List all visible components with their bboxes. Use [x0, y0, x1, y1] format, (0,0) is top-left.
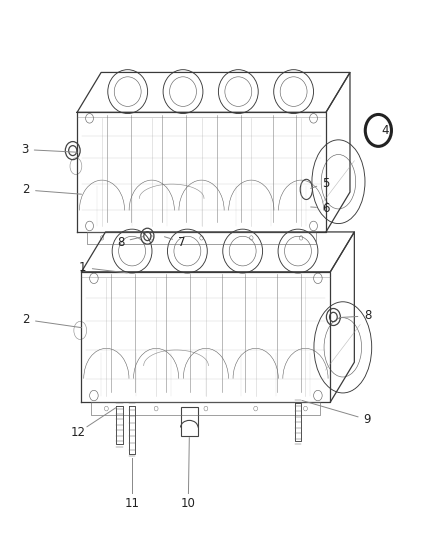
Text: 11: 11: [124, 497, 139, 510]
Text: 4: 4: [381, 124, 389, 137]
Text: 8: 8: [117, 236, 124, 248]
Text: 3: 3: [21, 143, 28, 156]
Text: 2: 2: [22, 183, 30, 197]
Text: 7: 7: [178, 236, 186, 248]
Bar: [180, 407, 198, 435]
Text: 9: 9: [364, 413, 371, 426]
Text: 10: 10: [181, 497, 196, 510]
Text: 2: 2: [22, 313, 30, 326]
Text: 8: 8: [364, 310, 371, 322]
Text: 1: 1: [79, 261, 87, 274]
Text: 5: 5: [322, 176, 330, 190]
Text: 6: 6: [322, 201, 330, 214]
Text: 12: 12: [71, 426, 86, 439]
